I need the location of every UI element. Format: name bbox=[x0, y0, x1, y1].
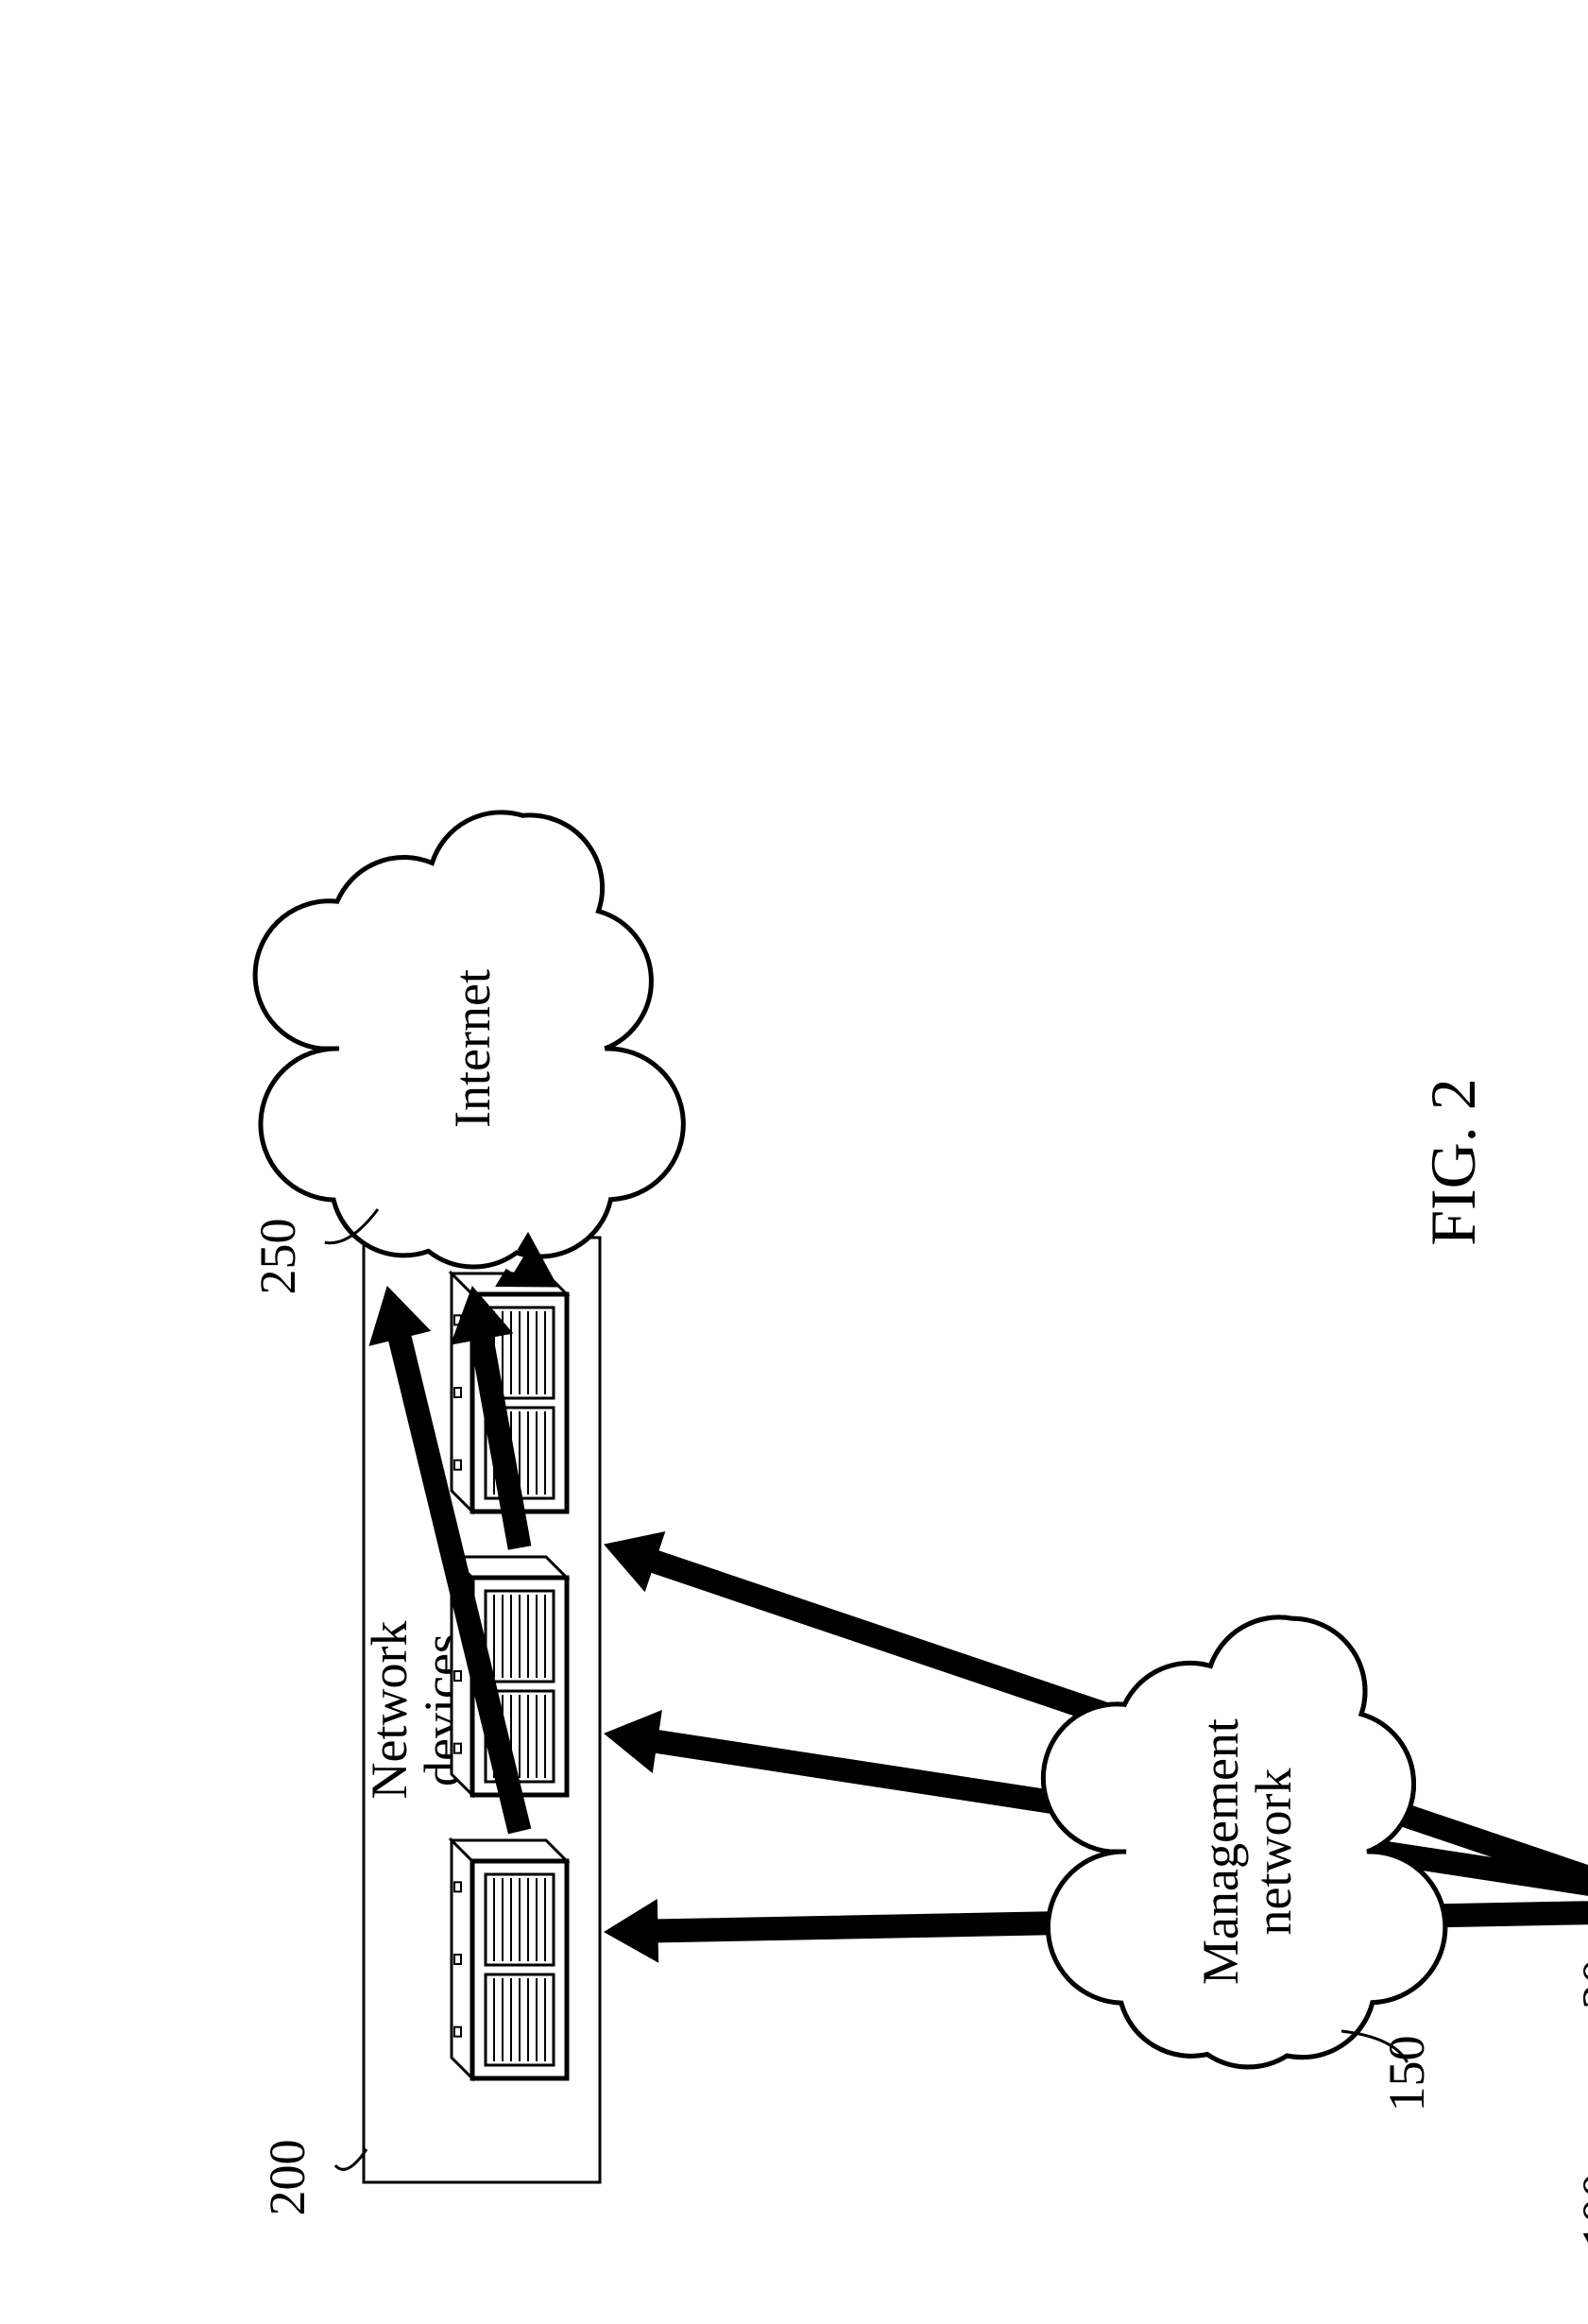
leader-mgmt-label: 150 bbox=[1378, 2036, 1435, 2112]
leader-devices-line bbox=[335, 2149, 367, 2169]
leader-internet-label: 250 bbox=[249, 1219, 306, 1295]
internet-cloud-label: Internet bbox=[444, 969, 501, 1128]
diagram-content: ManagementnetworkNetworkdevicesInternetM… bbox=[249, 812, 1588, 2249]
diagram-root: ManagementnetworkNetworkdevicesInternetM… bbox=[249, 812, 1588, 2249]
management-cloud-label-top-0: Management bbox=[1192, 1718, 1249, 1985]
figure-label: FIG. 2 bbox=[1417, 1078, 1489, 1246]
management-cloud-label-top-1: network bbox=[1245, 1769, 1302, 1936]
leader-host-label: 100 bbox=[1572, 2173, 1588, 2249]
leader-devices-label: 200 bbox=[259, 2140, 316, 2216]
devices-box-label-0: Network bbox=[361, 1621, 418, 1800]
server-0 bbox=[452, 1840, 567, 2078]
leader-ports-label: 30 bbox=[1572, 1958, 1588, 2009]
